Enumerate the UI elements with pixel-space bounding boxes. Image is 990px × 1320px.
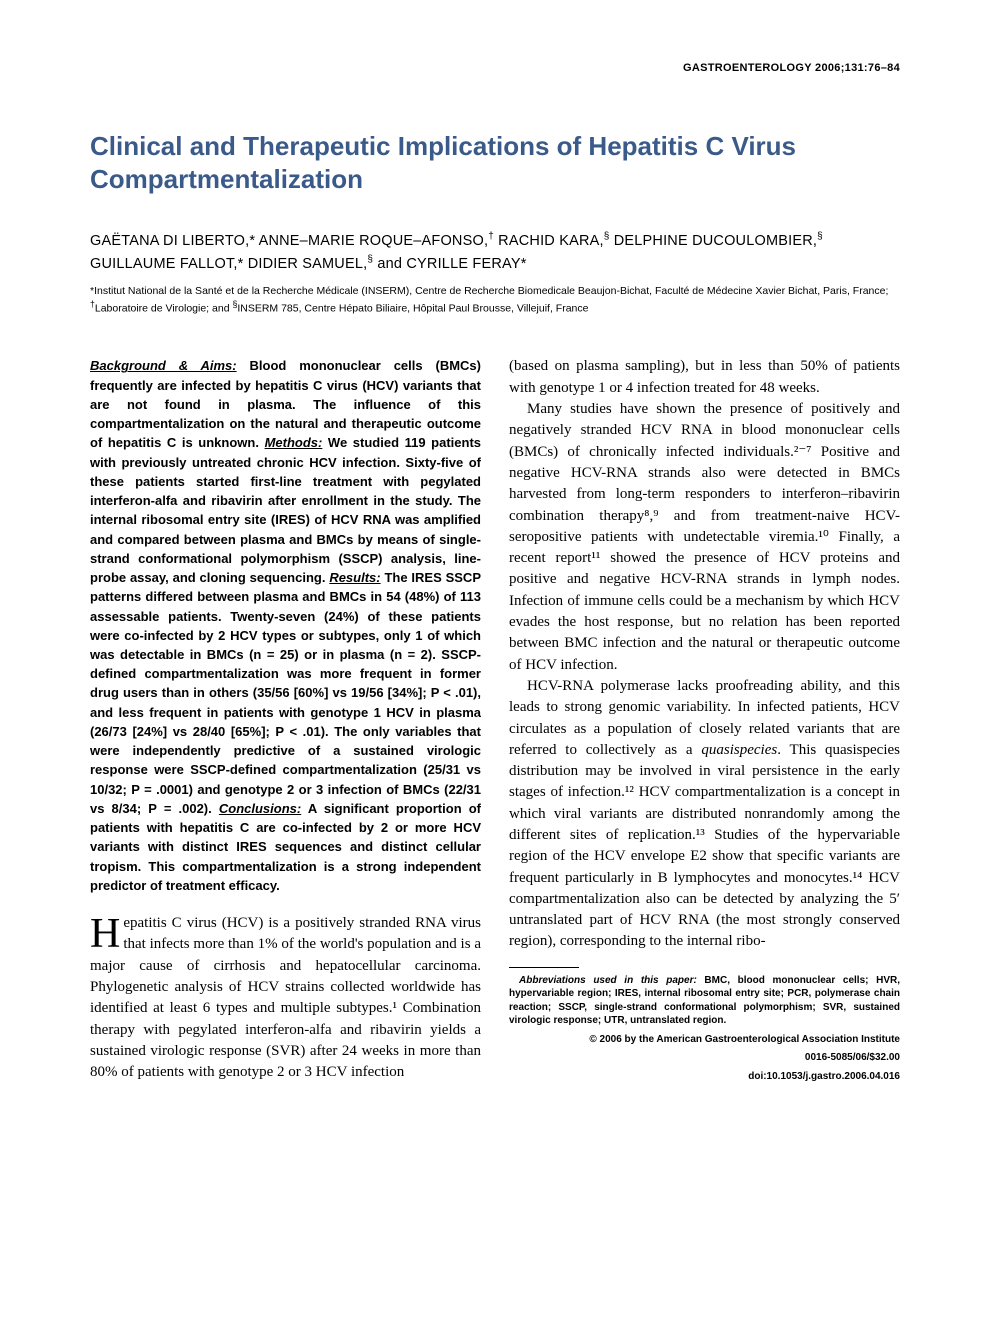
article-title: Clinical and Therapeutic Implications of… [90,130,900,195]
footnotes-block: Abbreviations used in this paper: BMC, b… [509,974,900,1084]
abstract-methods-label: Methods: [265,435,323,450]
copyright-line-1: © 2006 by the American Gastroenterologic… [509,1033,900,1047]
intro-paragraph-2: Many studies have shown the presence of … [509,399,900,676]
abstract-conclusions-label: Conclusions: [219,801,301,816]
intro-p1-continued: (based on plasma sampling), but in less … [509,356,900,399]
intro-paragraph-1: Hepatitis C virus (HCV) is a positively … [90,913,481,1083]
copyright-line-2: 0016-5085/06/$32.00 [509,1051,900,1065]
two-column-layout: Background & Aims: Blood mononuclear cel… [90,356,900,1083]
abstract-methods-text: We studied 119 patients with previously … [90,435,481,585]
journal-header: GASTROENTEROLOGY 2006;131:76–84 [90,62,900,74]
abstract-results-label: Results: [329,570,380,585]
intro-p3-em: quasispecies [701,742,777,758]
footnote-divider [509,967,579,968]
abbreviations-line: Abbreviations used in this paper: BMC, b… [509,974,900,1028]
right-column: (based on plasma sampling), but in less … [509,356,900,1083]
abstract-results-text: The IRES SSCP patterns differed between … [90,570,481,816]
abstract-background-label: Background & Aims: [90,358,237,373]
abstract-block: Background & Aims: Blood mononuclear cel… [90,356,481,895]
intro-p1-text: epatitis C virus (HCV) is a positively s… [90,915,481,1080]
intro-p3-b: . This quasispecies distribution may be … [509,742,900,950]
abbr-label: Abbreviations used in this paper: [519,975,697,986]
author-list: GAËTANA DI LIBERTO,* ANNE–MARIE ROQUE–AF… [90,229,900,276]
dropcap: H [90,913,123,953]
body-right: (based on plasma sampling), but in less … [509,356,900,952]
affiliations: *Institut National de la Santé et de la … [90,284,900,317]
left-column: Background & Aims: Blood mononuclear cel… [90,356,481,1083]
body-left: Hepatitis C virus (HCV) is a positively … [90,913,481,1083]
intro-paragraph-3: HCV-RNA polymerase lacks proofreading ab… [509,676,900,953]
copyright-line-3: doi:10.1053/j.gastro.2006.04.016 [509,1070,900,1084]
